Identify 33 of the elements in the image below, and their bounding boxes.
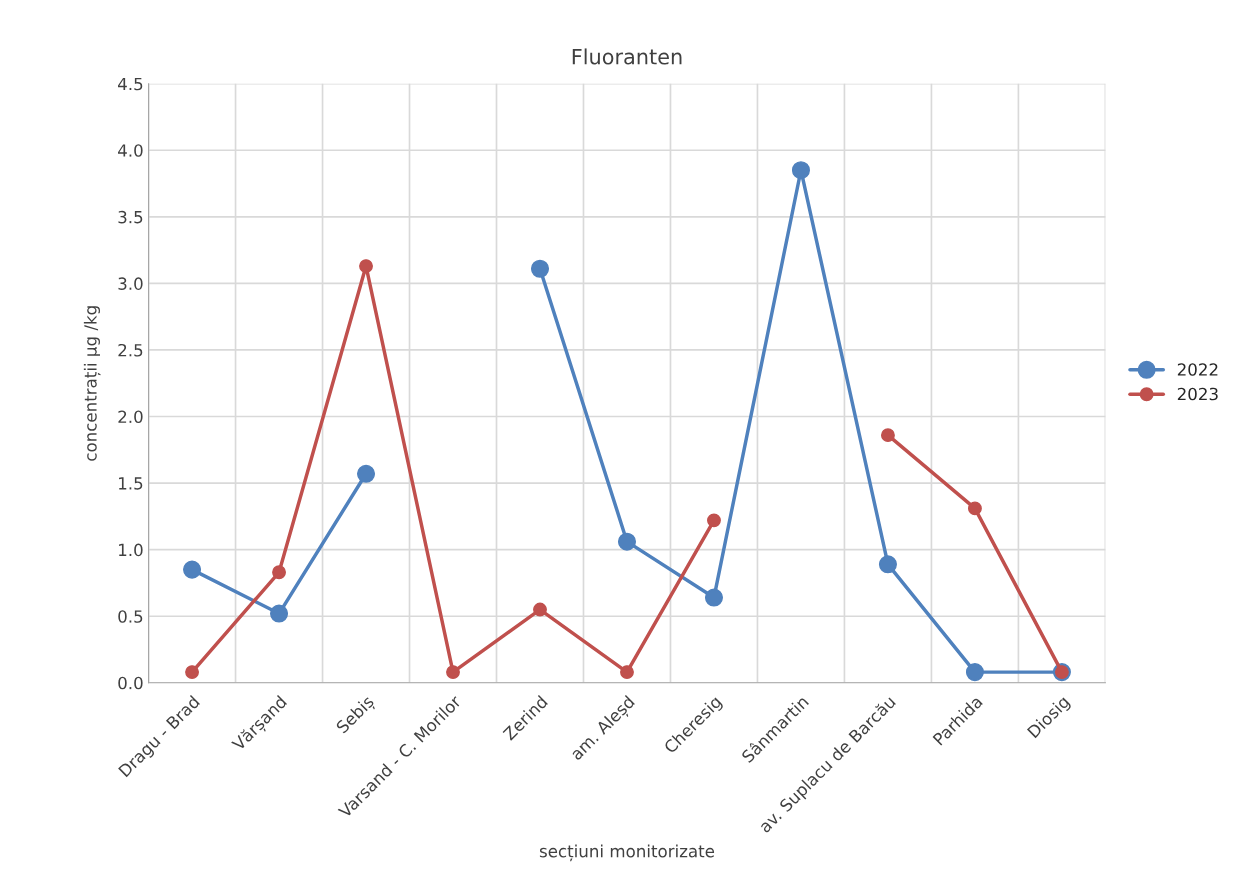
point	[620, 665, 634, 680]
y-tick-label: 4.0	[118, 144, 143, 157]
y-tick-label: 3.5	[118, 210, 143, 224]
x-axis-title: secțiuni monitorizate	[539, 844, 715, 862]
y-tick-label: 3.0	[118, 277, 143, 290]
y-tick-label: 2.0	[118, 410, 143, 424]
y-tick-label: 0.0	[118, 676, 143, 690]
point	[183, 560, 202, 579]
point	[704, 588, 723, 607]
point	[533, 602, 547, 617]
y-tick-label: 2.5	[118, 343, 143, 357]
point	[707, 513, 721, 528]
point	[530, 259, 550, 278]
point	[359, 259, 373, 274]
legend-label: 2022	[1177, 363, 1218, 376]
point	[185, 665, 199, 680]
point	[791, 161, 810, 180]
legend-label: 2023	[1177, 387, 1218, 401]
y-tick-label: 1.5	[119, 477, 143, 490]
point	[878, 555, 897, 574]
y-tick-label: 4.5	[118, 77, 143, 91]
point	[965, 663, 984, 682]
point	[446, 665, 460, 680]
point	[270, 604, 289, 623]
point	[356, 464, 376, 483]
y-tick-label: 0.5	[118, 610, 143, 623]
point	[272, 565, 286, 580]
y-tick-label: 1.0	[119, 543, 143, 557]
point	[617, 532, 637, 551]
chart-title: Fluoranten	[572, 48, 682, 65]
point	[880, 428, 895, 443]
point	[967, 501, 982, 516]
y-axis-title: concentrații µg /kg	[83, 306, 101, 461]
